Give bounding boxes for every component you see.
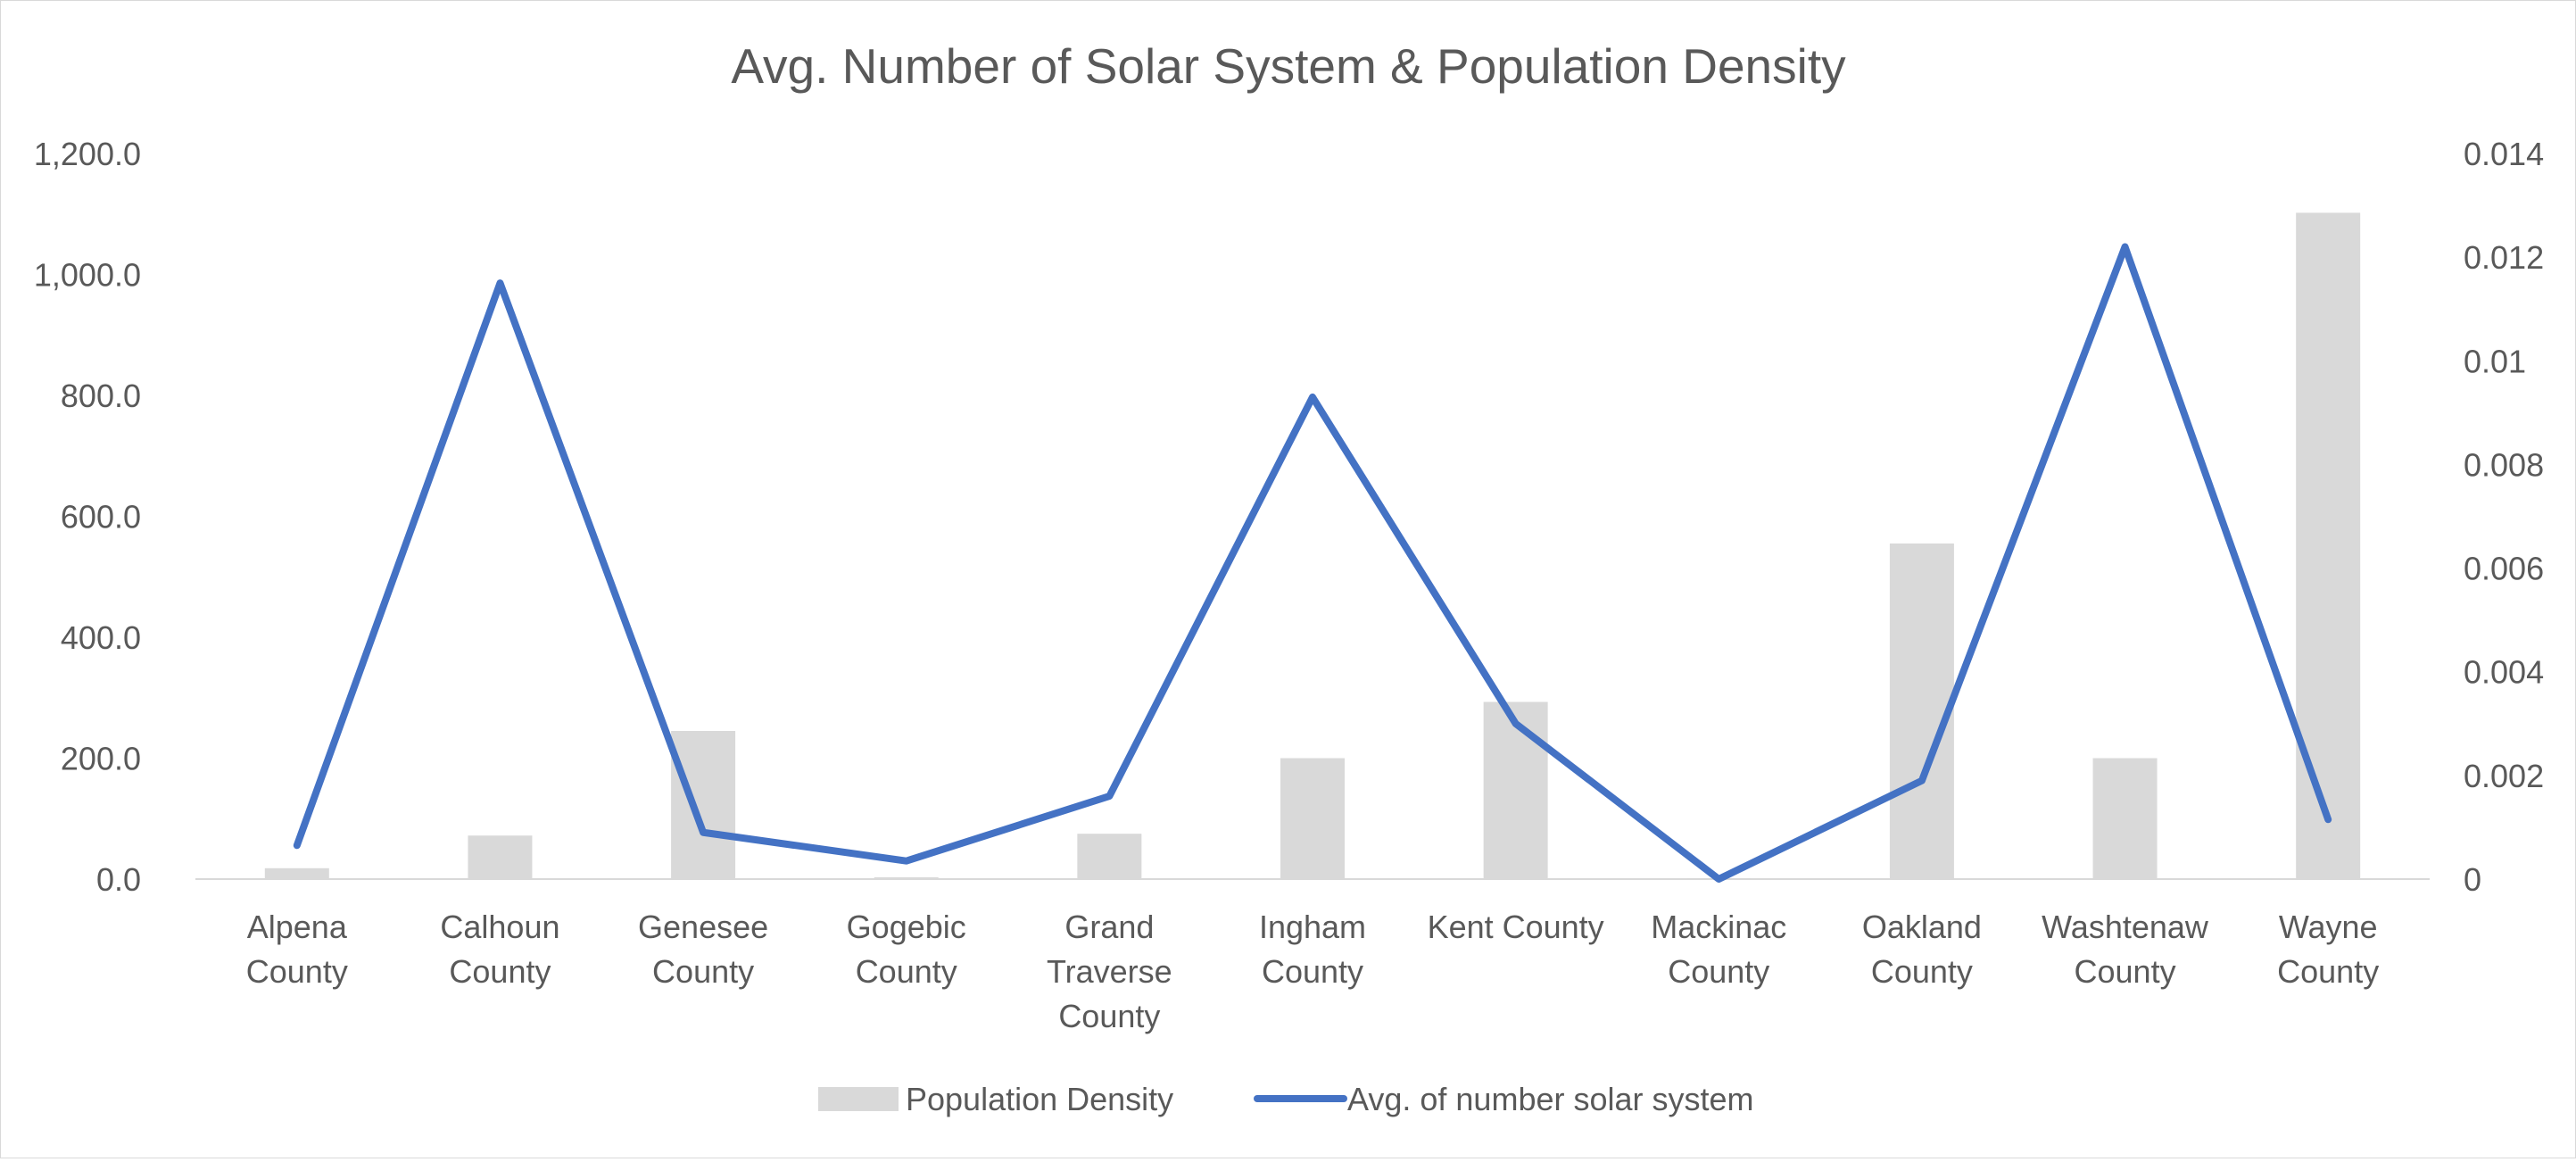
bar: [264, 867, 329, 879]
left-tick-label: 600.0: [61, 499, 141, 535]
category-label: Traverse: [1047, 953, 1172, 990]
category-label: Oakland: [1862, 909, 1982, 945]
category-label: County: [856, 953, 957, 990]
bar: [874, 876, 939, 879]
category-label: Wayne: [2279, 909, 2378, 945]
bar: [2092, 758, 2158, 879]
category-label: Washtenaw: [2042, 909, 2209, 945]
x-axis-labels: Alpena County Calhoun County Genesee County Go…: [246, 909, 2379, 1034]
legend: Population Density Avg. of number solar …: [818, 1081, 1754, 1117]
right-axis: 0 0.002 0.004 0.006 0.008 0.01 0.012 0.014: [2464, 136, 2544, 898]
left-tick-label: 400.0: [61, 619, 141, 656]
category-label: County: [2277, 953, 2379, 990]
category-label: County: [1262, 953, 1363, 990]
category-label: Genesee: [638, 909, 768, 945]
category-label: County: [1058, 998, 1160, 1034]
left-tick-label: 1,000.0: [34, 257, 141, 294]
bar: [1483, 701, 1548, 879]
category-label: Mackinac: [1651, 909, 1786, 945]
right-tick-label: 0.012: [2464, 239, 2544, 276]
left-tick-label: 0.0: [96, 861, 141, 898]
bar-series: [264, 212, 2361, 879]
right-tick-label: 0.01: [2464, 343, 2526, 379]
legend-bar-label: Population Density: [906, 1081, 1173, 1117]
category-label: Ingham: [1259, 909, 1366, 945]
category-label: County: [2075, 953, 2176, 990]
category-label: County: [449, 953, 551, 990]
left-tick-label: 200.0: [61, 741, 141, 777]
right-tick-label: 0.002: [2464, 758, 2544, 794]
bar: [1889, 543, 1954, 879]
right-tick-label: 0.006: [2464, 551, 2544, 587]
line-path: [293, 243, 2332, 883]
left-tick-label: 800.0: [61, 378, 141, 414]
bar: [1077, 834, 1142, 879]
category-label: County: [1668, 953, 1769, 990]
bar: [2296, 212, 2361, 879]
bar: [671, 731, 736, 879]
category-label: Alpena: [247, 909, 348, 945]
legend-line-label: Avg. of number solar system: [1347, 1081, 1754, 1117]
category-label: Grand: [1064, 909, 1154, 945]
line-series: [293, 243, 2332, 883]
right-tick-label: 0.004: [2464, 654, 2544, 691]
category-label: Gogebic: [847, 909, 966, 945]
right-tick-label: 0.008: [2464, 446, 2544, 483]
right-tick-label: 0.014: [2464, 136, 2544, 172]
left-axis: 0.0 200.0 400.0 600.0 800.0 1,000.0 1,200.0: [34, 136, 141, 898]
category-label: County: [246, 953, 348, 990]
legend-bar-swatch: [818, 1087, 899, 1111]
category-label: Kent County: [1428, 909, 1604, 945]
right-tick-label: 0: [2464, 861, 2481, 898]
bar: [468, 835, 533, 879]
bar: [1280, 758, 1345, 879]
category-label: Calhoun: [440, 909, 559, 945]
category-label: County: [652, 953, 754, 990]
left-tick-label: 1,200.0: [34, 136, 141, 172]
chart-title: Avg. Number of Solar System & Population…: [731, 38, 1846, 94]
category-label: County: [1871, 953, 1973, 990]
